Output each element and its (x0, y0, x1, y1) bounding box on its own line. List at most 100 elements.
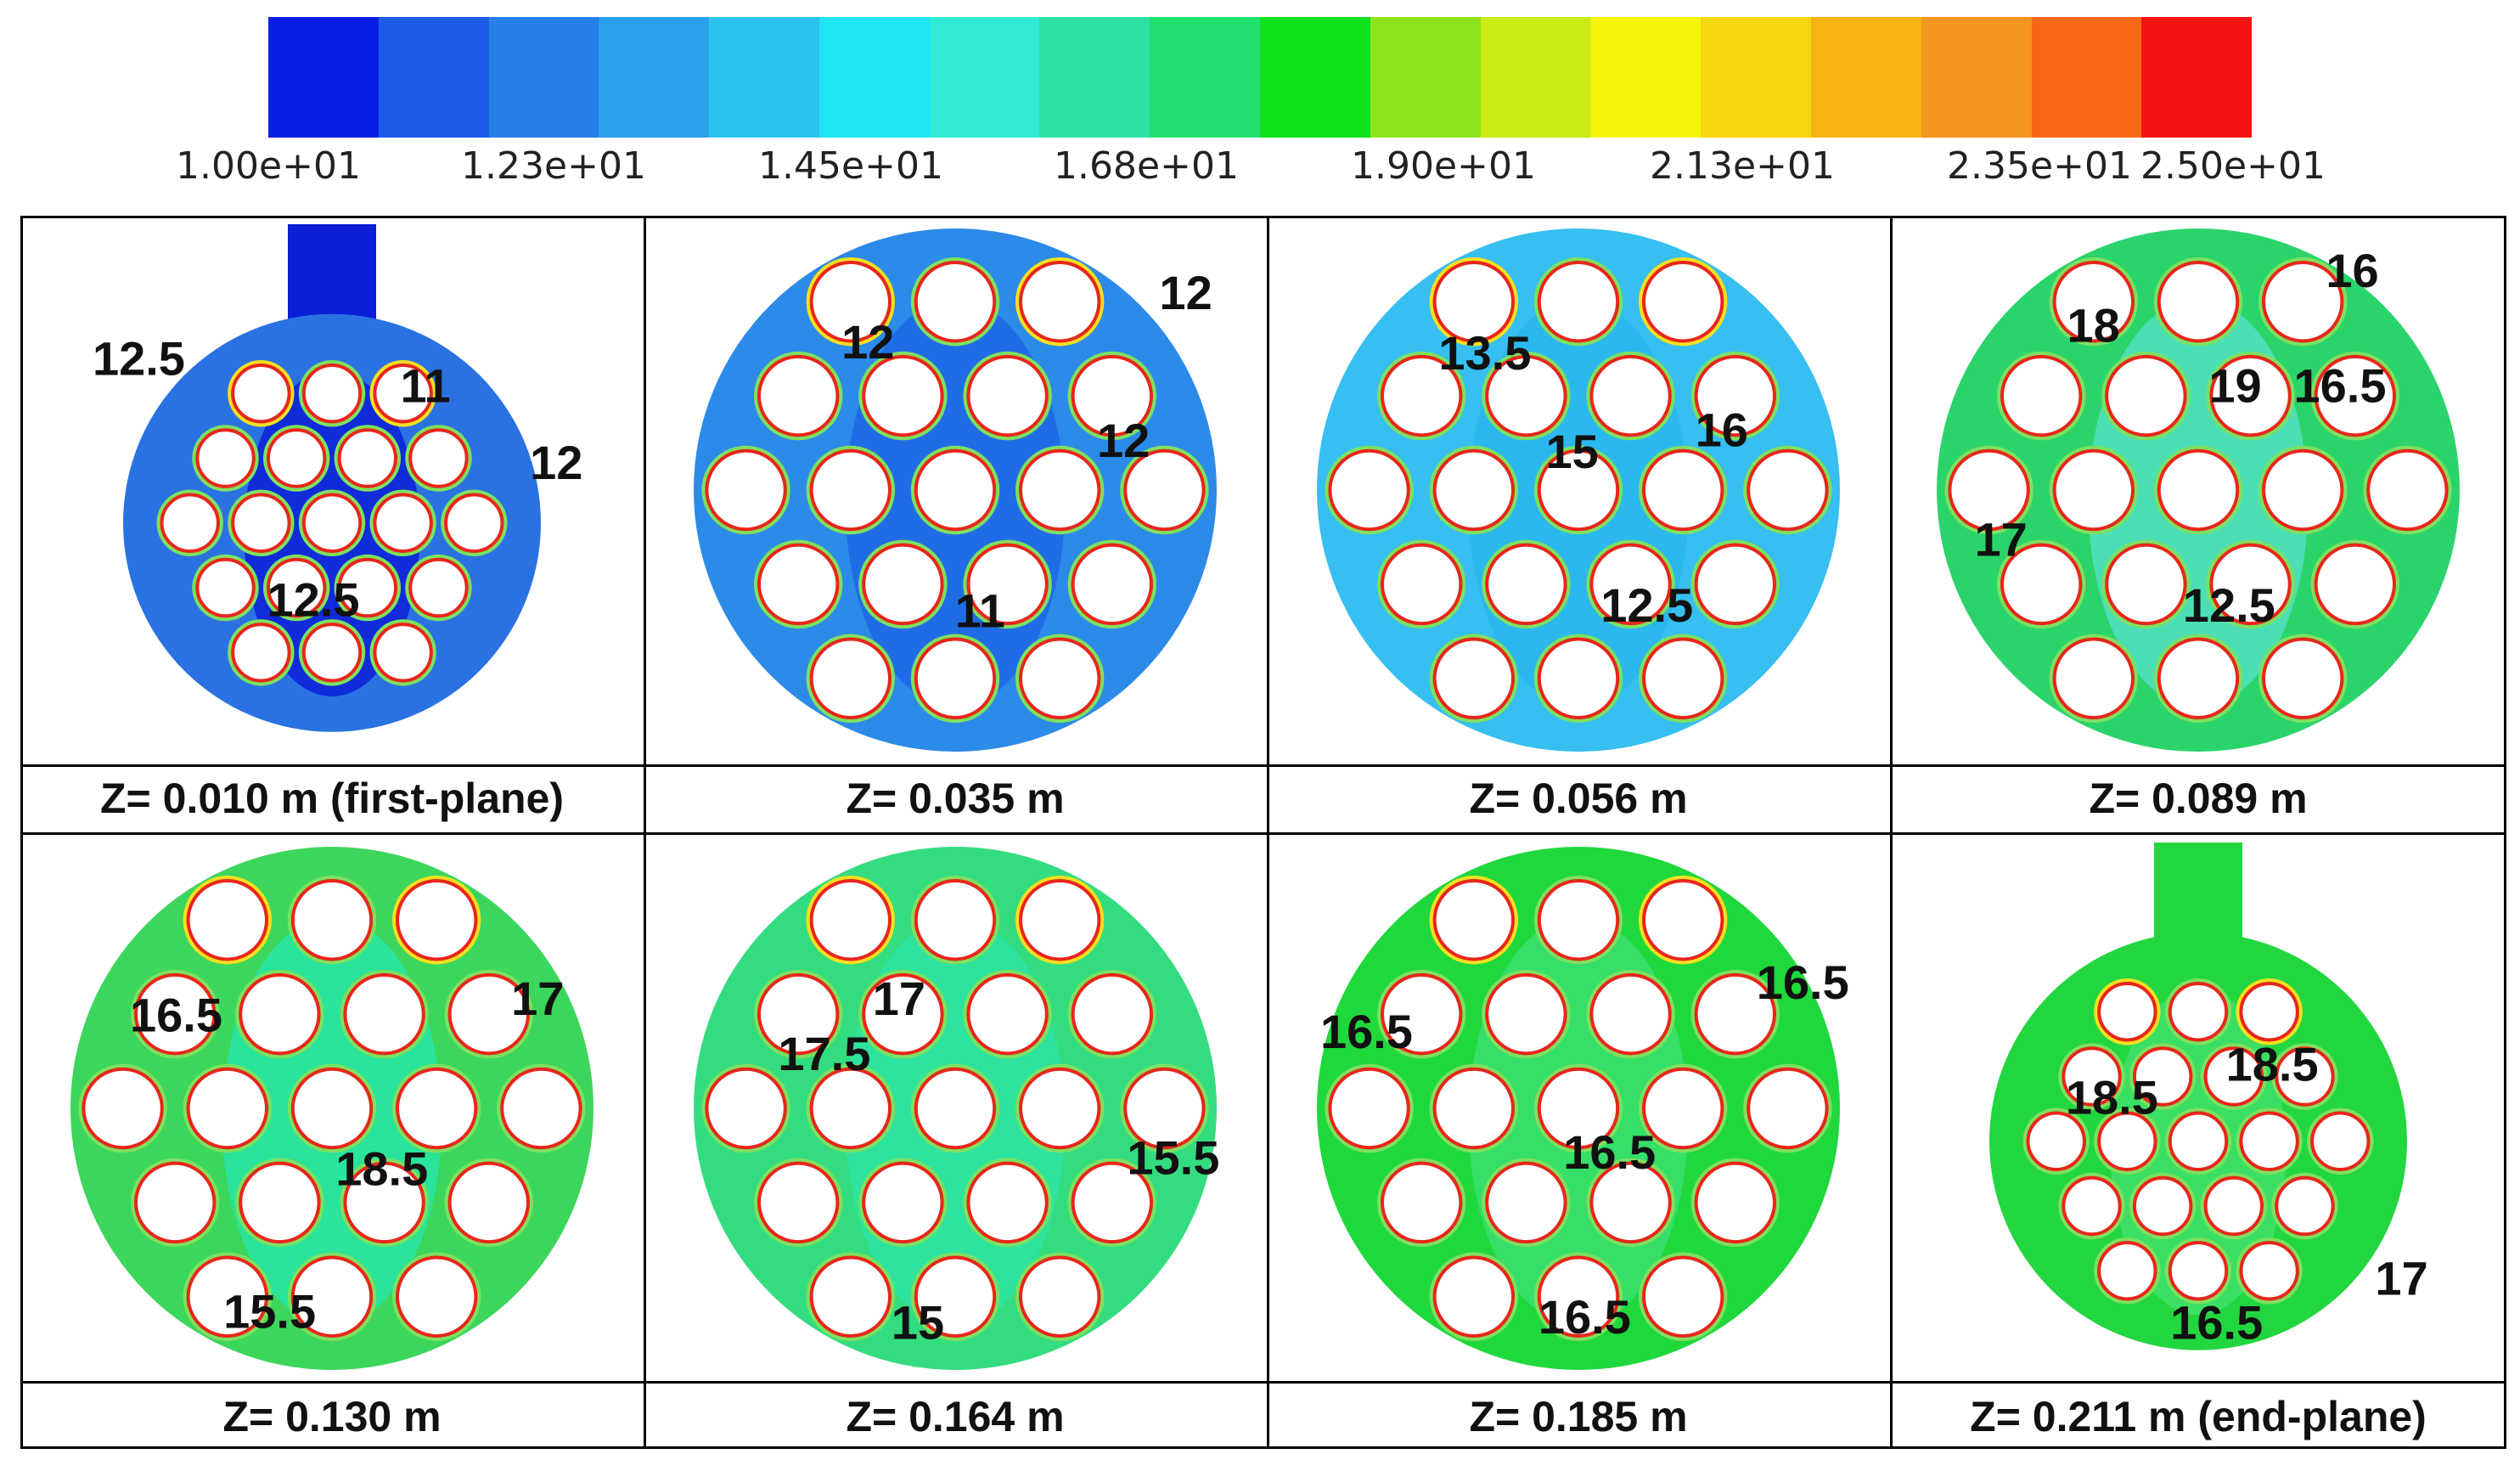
tube (1432, 1067, 1516, 1150)
tube (396, 879, 478, 961)
tube (2262, 637, 2344, 719)
tube (134, 1161, 217, 1244)
tube (809, 448, 892, 532)
tube (2062, 1175, 2122, 1237)
tube (1694, 972, 1776, 1056)
tube (705, 1067, 787, 1150)
colorbar-segment (1260, 17, 1370, 138)
colorbar-tick-label: 1.23e+01 (461, 144, 646, 188)
contour-value-label: 15.5 (1127, 1131, 1219, 1185)
tube (500, 1067, 582, 1150)
colorbar-segment (1810, 17, 1921, 138)
tube (2132, 1175, 2193, 1237)
tube (1071, 1161, 1153, 1244)
colorbar-tick-label: 2.35e+01 (1947, 144, 2132, 188)
tube (396, 1255, 478, 1338)
contour-value-label: 16 (2326, 244, 2378, 297)
tube (757, 354, 840, 437)
contour-value-label: 18.5 (2066, 1070, 2158, 1124)
panel-caption: Z= 0.089 m (2089, 775, 2308, 822)
tube (1328, 448, 1410, 532)
tube (2262, 448, 2344, 532)
tube (2275, 1175, 2335, 1237)
tube (2209, 354, 2292, 437)
tube (195, 428, 256, 488)
contour-value-label: 13.5 (1438, 326, 1531, 380)
contour-value-label: 11 (400, 359, 450, 413)
tube (2310, 1111, 2371, 1171)
tube (1694, 1161, 1776, 1244)
tube (1432, 1255, 1516, 1338)
tube (966, 354, 1049, 437)
tube (266, 557, 327, 618)
tube (2132, 1046, 2193, 1107)
tube (1019, 879, 1101, 961)
tube (337, 557, 398, 618)
tube (1019, 261, 1101, 343)
panel-caption: Z= 0.130 m (222, 1393, 442, 1440)
panel-caption: Z= 0.185 m (1469, 1393, 1688, 1440)
tube (757, 972, 840, 1056)
tube (705, 448, 787, 532)
contour-value-label: 16.5 (1538, 1290, 1631, 1344)
tube (231, 623, 291, 683)
tube (1642, 879, 1724, 961)
colorbar-segment (378, 17, 489, 138)
tube (757, 1161, 840, 1244)
tube (1642, 448, 1724, 532)
tube (914, 261, 997, 343)
tube (914, 637, 997, 719)
tube (1019, 637, 1101, 719)
colorbar-tick-label: 2.50e+01 (2140, 144, 2326, 188)
tube (2097, 982, 2157, 1042)
contour-value-label: 17 (2375, 1252, 2427, 1305)
contour-value-label: 18 (2067, 299, 2119, 352)
tube (2157, 637, 2240, 719)
contour-value-label: 12.5 (1600, 578, 1693, 632)
tube (2052, 261, 2135, 343)
tube (809, 1067, 892, 1150)
colorbar (268, 17, 2253, 138)
tube (1071, 972, 1153, 1056)
colorbar-segment (1039, 17, 1150, 138)
tube (1642, 1255, 1724, 1338)
tube (809, 879, 892, 961)
tube (408, 557, 469, 618)
tube (1381, 354, 1463, 437)
colorbar-segment (1590, 17, 1702, 138)
contour-value-label: 16.5 (1563, 1125, 1656, 1179)
tube (1747, 448, 1829, 532)
contour-value-label: 16.5 (130, 989, 222, 1042)
tube (1381, 543, 1463, 626)
tube (1642, 1067, 1724, 1150)
contour-value-label: 12 (1097, 414, 1150, 467)
tube (2239, 1111, 2299, 1171)
tube (1328, 1067, 1410, 1150)
tube (290, 1067, 374, 1150)
colorbar-segment (599, 17, 710, 138)
tube (2314, 354, 2396, 437)
contour-value-label: 15 (1546, 425, 1599, 478)
colorbar-segment (818, 17, 930, 138)
tube (301, 364, 363, 424)
tube (2052, 637, 2135, 719)
contour-value-label: 16.5 (1320, 1005, 1413, 1058)
contour-value-label: 12 (841, 315, 894, 369)
colorbar-tick-labels: 1.00e+01 1.23e+01 1.45e+01 1.68e+01 1.90e+01… (0, 144, 2520, 195)
colorbar-segment (2031, 17, 2142, 138)
tube (82, 1067, 164, 1150)
contour-value-label: 17 (1975, 513, 2028, 566)
contour-plot: 12 12 12 11 (694, 228, 1217, 752)
contour-panel: 16.5 16.5 16.5 16.5 (1267, 834, 1890, 1383)
tube (809, 637, 892, 719)
tube (1432, 261, 1516, 343)
contour-value-label: 16.5 (1757, 955, 1849, 1009)
contour-panel: 12.5 11 12 12.5 (20, 216, 644, 764)
colorbar-segment (1370, 17, 1481, 138)
tube (1642, 637, 1724, 719)
tube (1948, 448, 2030, 532)
tube (1537, 448, 1620, 532)
tube (1485, 972, 1567, 1056)
tube (914, 1067, 997, 1150)
